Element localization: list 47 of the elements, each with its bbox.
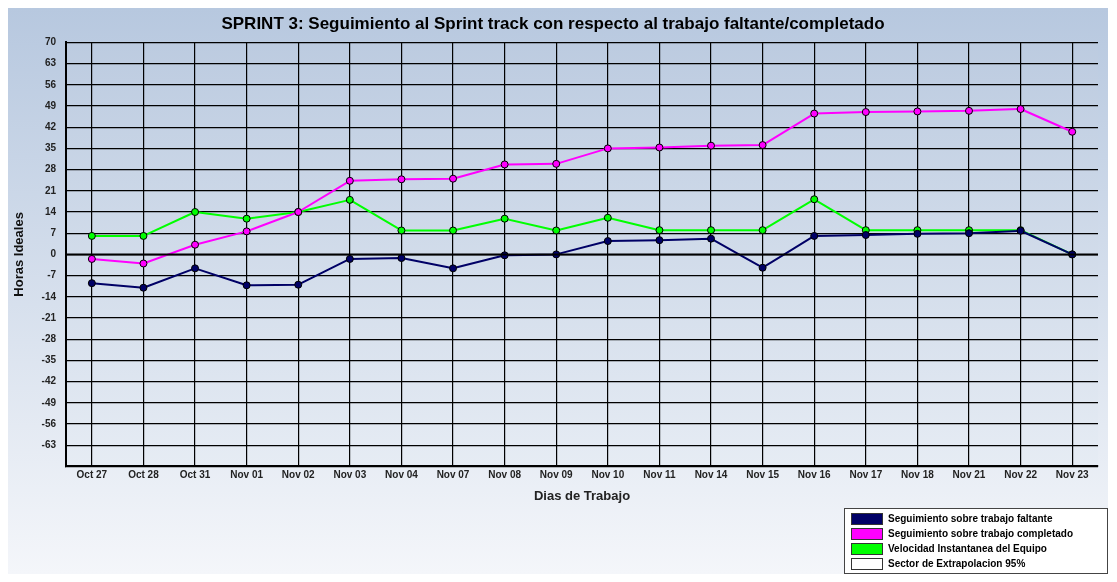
y-tick-label: 70 (44, 36, 57, 48)
x-tick-label: Nov 01 (230, 469, 264, 481)
x-axis-title: Dias de Trabajo (533, 487, 631, 503)
x-tick-label: Nov 21 (952, 469, 986, 481)
legend-label: Velocidad Instantanea del Equipo (888, 543, 1047, 554)
y-tick-label: 0 (50, 248, 57, 260)
y-tick-label: 14 (44, 205, 57, 217)
y-tick-label: -28 (41, 332, 57, 344)
x-tick-label: Nov 16 (797, 469, 832, 481)
y-tick-label: -49 (41, 396, 57, 408)
legend-label: Seguimiento sobre trabajo faltante (888, 513, 1053, 524)
y-tick-label: 21 (44, 184, 57, 196)
y-tick-label: -21 (41, 311, 57, 323)
y-tick-label: 42 (44, 120, 57, 132)
x-tick-label: Nov 14 (694, 469, 728, 481)
x-tick-label: Nov 02 (281, 469, 316, 481)
y-tick-label: -56 (41, 417, 57, 429)
y-tick-label: 63 (44, 57, 57, 69)
x-tick-label: Nov 08 (488, 469, 522, 481)
x-tick-label: Nov 17 (849, 469, 883, 481)
chart-title: SPRINT 3: Seguimiento al Sprint track con respecto al trabajo faltante/completado (221, 13, 885, 33)
y-tick-label: 28 (44, 163, 57, 175)
y-tick-label: -63 (41, 438, 57, 450)
y-axis-title: Horas Ideales (11, 212, 27, 297)
x-tick-label: Nov 03 (333, 469, 367, 481)
y-tick-label: 56 (44, 78, 57, 90)
x-tick-label: Nov 23 (1055, 469, 1090, 481)
x-tick-label: Nov 10 (591, 469, 625, 481)
x-tick-label: Oct 27 (76, 469, 108, 481)
x-tick-label: Nov 15 (746, 469, 780, 481)
x-tick-label: Nov 07 (436, 469, 470, 481)
y-tick-label: 7 (50, 226, 57, 238)
x-tick-label: Nov 11 (643, 469, 676, 481)
x-tick-label: Nov 18 (901, 469, 935, 481)
y-tick-label: 35 (44, 142, 57, 154)
x-tick-label: Nov 22 (1004, 469, 1038, 481)
legend-label: Seguimiento sobre trabajo completado (888, 528, 1074, 539)
y-tick-label: -14 (41, 290, 57, 302)
y-tick-label: -35 (41, 354, 57, 366)
y-tick-label: -42 (41, 375, 57, 387)
y-tick-label: 49 (44, 99, 57, 111)
x-tick-label: Oct 31 (179, 469, 211, 481)
x-tick-label: Nov 04 (385, 469, 419, 481)
y-tick-label: -7 (47, 269, 57, 281)
x-tick-label: Nov 09 (539, 469, 574, 481)
x-tick-label: Oct 28 (128, 469, 160, 481)
legend-label: Sector de Extrapolacion 95% (888, 558, 1026, 569)
